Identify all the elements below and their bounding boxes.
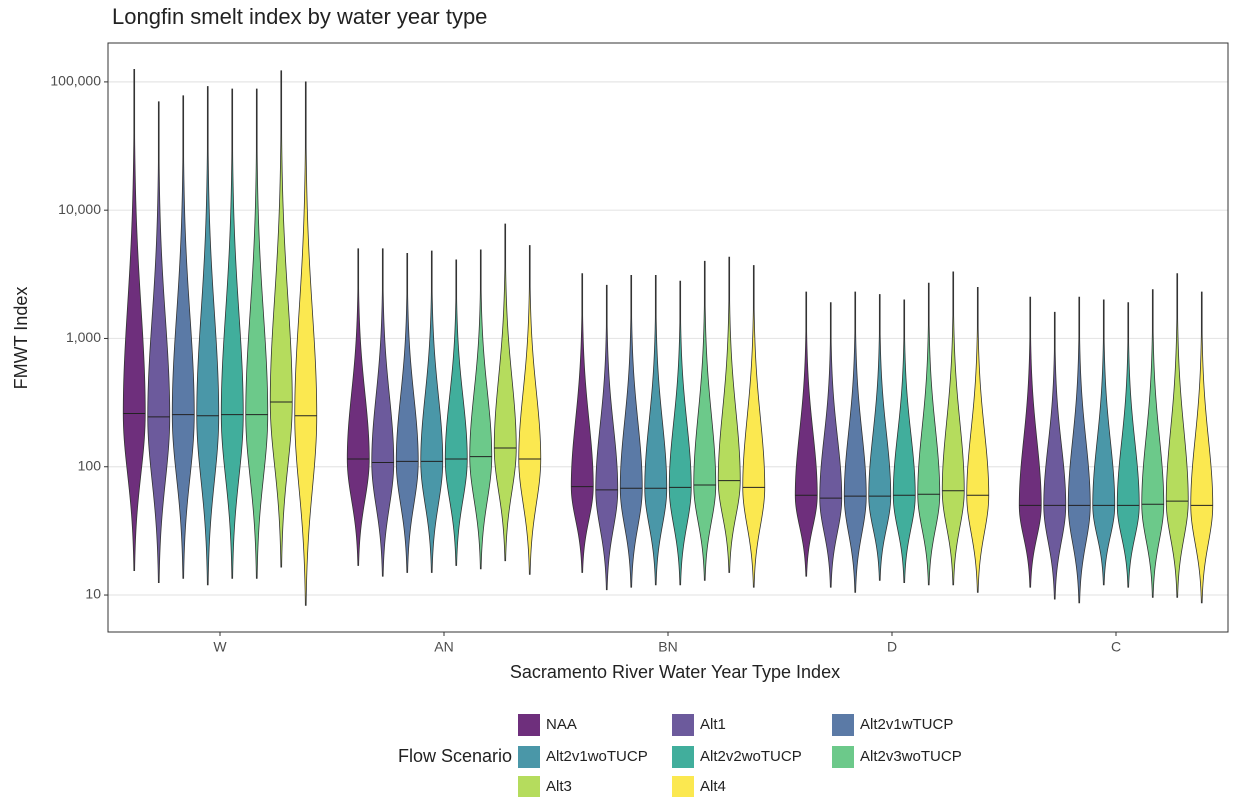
x-tick-label: W: [213, 639, 227, 655]
violin: [917, 282, 941, 586]
legend-swatch: [672, 776, 694, 797]
legend-label: Alt4: [700, 778, 726, 795]
violin: [1165, 273, 1189, 598]
legend-label: NAA: [546, 716, 577, 733]
x-axis-title: Sacramento River Water Year Type Index: [510, 662, 840, 682]
legend-label: Alt2v1wTUCP: [860, 716, 953, 733]
violin: [518, 245, 542, 575]
violin: [1190, 291, 1214, 604]
violin: [1067, 296, 1091, 604]
violin: [668, 280, 692, 586]
violin: [220, 88, 244, 579]
violin: [619, 275, 643, 588]
legend-label: Alt2v1woTUCP: [546, 748, 648, 765]
violin: [1018, 296, 1042, 588]
y-tick-label: 100,000: [50, 73, 101, 89]
violin: [819, 302, 843, 588]
x-tick-label: BN: [658, 639, 677, 655]
legend-swatch: [518, 714, 540, 736]
violin: [843, 291, 867, 593]
violin: [717, 256, 741, 573]
violin: [693, 260, 717, 581]
violin: [469, 249, 493, 570]
y-tick-label: 10: [85, 586, 101, 602]
legend-swatch: [832, 714, 854, 736]
y-tick-label: 100: [78, 457, 102, 473]
legend-label: Alt2v3woTUCP: [860, 748, 962, 765]
chart-title: Longfin smelt index by water year type: [112, 4, 487, 29]
legend-swatch: [518, 746, 540, 768]
violin: [269, 70, 293, 568]
violin: [966, 287, 990, 593]
violin: [245, 88, 269, 579]
legend-label: Alt1: [700, 716, 726, 733]
violin: [570, 273, 594, 573]
plot-background: [108, 43, 1228, 632]
legend-label: Alt2v2woTUCP: [700, 748, 802, 765]
violin: [1141, 289, 1165, 598]
violin: [294, 81, 318, 606]
violin: [1092, 299, 1116, 586]
violin: [1116, 302, 1140, 588]
violin: [122, 69, 146, 572]
violin: [147, 101, 171, 583]
legend-title: Flow Scenario: [398, 746, 512, 766]
legend-swatch: [672, 746, 694, 768]
legend-swatch: [672, 714, 694, 736]
plot-border: [107, 42, 1229, 633]
legend-swatch: [518, 776, 540, 797]
violin: [644, 275, 668, 586]
violin: [892, 299, 916, 583]
violin: [595, 284, 619, 591]
x-tick-label: D: [887, 639, 897, 655]
violin: [395, 253, 419, 573]
y-axis-title: FMWT Index: [11, 287, 31, 390]
legend-label: Alt3: [546, 778, 572, 795]
violin: [941, 271, 965, 586]
y-tick-label: 10,000: [58, 201, 101, 217]
y-tick-label: 1,000: [66, 329, 101, 345]
legend-swatch: [832, 746, 854, 768]
violin: [420, 250, 444, 573]
violin: [196, 86, 220, 586]
violin: [444, 259, 468, 566]
x-tick-label: AN: [434, 639, 453, 655]
violin: [742, 265, 766, 588]
violin: [493, 223, 517, 562]
violin: [371, 248, 395, 577]
violin: [868, 294, 892, 581]
x-tick-label: C: [1111, 639, 1121, 655]
violin: [794, 291, 818, 577]
violin: [171, 95, 195, 579]
